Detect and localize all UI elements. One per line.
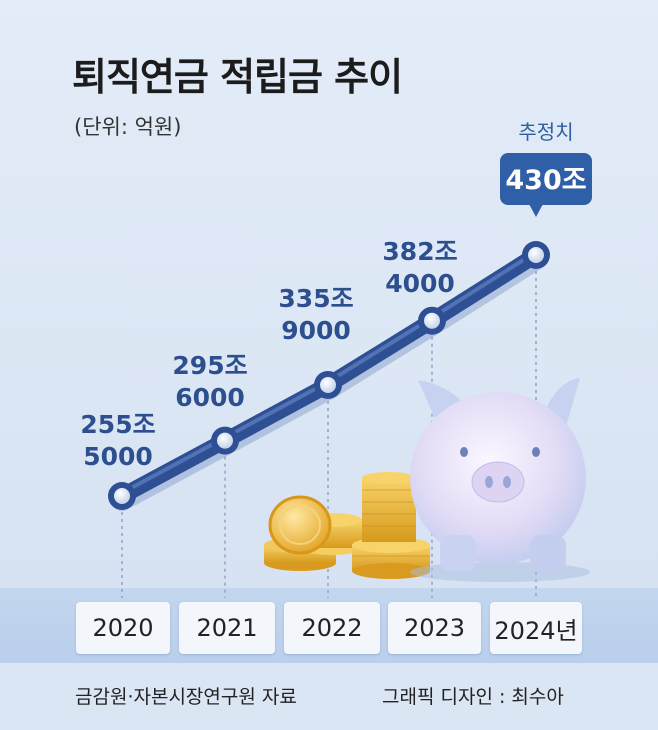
data-points	[108, 241, 550, 510]
data-point-1	[211, 426, 239, 455]
year-label-2021: 2021	[179, 602, 275, 654]
year-label-2020: 2020	[76, 602, 170, 654]
data-labels: 255조 5000 295조 6000 335조 9000 382조 4000	[80, 237, 457, 471]
year-label-2023: 2023	[388, 602, 481, 654]
data-label-2-line-1: 9000	[281, 316, 351, 345]
unit-note: (단위: 억원)	[74, 115, 182, 139]
data-label-1-line-0: 295조	[172, 351, 247, 380]
footer-band	[0, 663, 658, 730]
estimate-label: 추정치	[518, 120, 573, 144]
piggy-bank-decoration	[410, 378, 590, 582]
data-point-0	[108, 482, 136, 510]
estimate-badge-value: 430조	[505, 165, 586, 196]
year-label-2022: 2022	[284, 602, 380, 654]
source-note: 금감원·자본시장연구원 자료	[75, 686, 297, 708]
year-label-2024: 2024년	[490, 602, 582, 654]
estimate-badge: 430조	[500, 153, 592, 217]
data-point-3	[418, 306, 446, 335]
chart-title: 퇴직연금 적립금 추이	[72, 55, 403, 99]
coin-stack-decoration	[264, 472, 430, 579]
data-label-3-line-0: 382조	[382, 237, 457, 266]
data-label-3-line-1: 4000	[385, 269, 455, 298]
graphic-credit: 그래픽 디자인 : 최수아	[382, 686, 564, 708]
data-label-1-line-1: 6000	[175, 383, 245, 412]
data-label-0-line-0: 255조	[80, 410, 155, 439]
data-label-0-line-1: 5000	[83, 442, 153, 471]
data-point-2	[314, 370, 342, 399]
data-label-2-line-0: 335조	[278, 284, 353, 313]
data-point-4	[522, 241, 550, 269]
